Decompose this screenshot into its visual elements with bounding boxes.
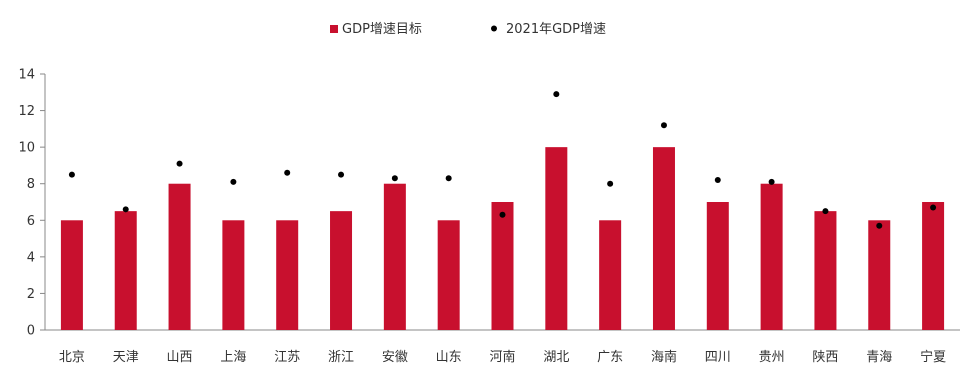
x-tick-label: 贵州 (759, 350, 785, 365)
bar (706, 202, 729, 330)
bar (276, 220, 299, 330)
x-tick-label: 安徽 (382, 350, 408, 365)
bar (599, 220, 622, 330)
data-point (284, 169, 291, 176)
y-axis: 0 2 4 6 8 10 12 14 (18, 68, 46, 339)
data-point (176, 160, 183, 167)
bar (114, 211, 137, 330)
x-axis: 北京 天津 山西 上海 江苏 浙江 安徽 山东 河南 湖北 广东 海南 四川 贵州 陕西 青海 宁夏 (45, 329, 960, 365)
bar (545, 147, 568, 330)
x-tick-label: 湖北 (543, 350, 569, 365)
data-point (338, 171, 345, 178)
x-tick-label: 广东 (597, 350, 623, 365)
bar (168, 183, 191, 330)
legend: GDP增速目标 2021年GDP增速 (330, 22, 606, 37)
y-tick-label: 8 (27, 177, 35, 192)
dot-series (68, 91, 937, 229)
x-tick-label: 江苏 (274, 349, 300, 365)
x-tick-label: 山东 (436, 350, 462, 365)
x-tick-label: 北京 (59, 350, 85, 365)
data-point (68, 171, 75, 178)
bar (868, 220, 891, 330)
data-point (660, 122, 667, 129)
x-tick-label: 上海 (220, 350, 246, 365)
data-point (607, 180, 614, 187)
bar-series (60, 147, 945, 330)
data-point (499, 211, 506, 218)
y-tick-label: 12 (18, 104, 35, 119)
bar (383, 183, 406, 330)
x-tick-label: 河南 (489, 349, 515, 365)
x-tick-label: 四川 (705, 350, 731, 365)
legend-bar-swatch (330, 25, 338, 33)
data-point (768, 178, 775, 185)
x-tick-label: 海南 (651, 349, 677, 365)
x-tick-label: 陕西 (812, 350, 838, 365)
bar (330, 211, 353, 330)
bar (814, 211, 837, 330)
bar (922, 202, 945, 330)
y-tick-label: 4 (27, 250, 35, 265)
bar (222, 220, 245, 330)
data-point (553, 91, 560, 98)
data-point (876, 222, 883, 229)
y-tick-label: 6 (27, 214, 35, 229)
bar (652, 147, 675, 330)
y-tick-label: 14 (18, 68, 35, 83)
x-tick-label: 宁夏 (920, 349, 946, 365)
data-point (930, 204, 937, 211)
data-point (230, 178, 237, 185)
legend-dot-label: 2021年GDP增速 (506, 22, 606, 37)
data-point (445, 175, 452, 182)
x-tick-label: 山西 (167, 350, 193, 365)
data-point (822, 208, 829, 215)
legend-dot-swatch (491, 25, 497, 32)
data-point (391, 175, 398, 182)
x-tick-label: 天津 (113, 350, 139, 365)
data-point (714, 177, 721, 184)
x-tick-label: 浙江 (328, 350, 354, 365)
data-point (122, 206, 129, 213)
x-tick-label: 青海 (866, 350, 892, 365)
y-tick-label: 2 (27, 287, 35, 302)
bar (60, 220, 83, 330)
y-tick-label: 0 (27, 324, 35, 339)
bar (437, 220, 460, 330)
bar (491, 202, 514, 330)
y-tick-label: 10 (18, 141, 35, 156)
bar (760, 183, 783, 330)
legend-bar-label: GDP增速目标 (342, 22, 422, 37)
